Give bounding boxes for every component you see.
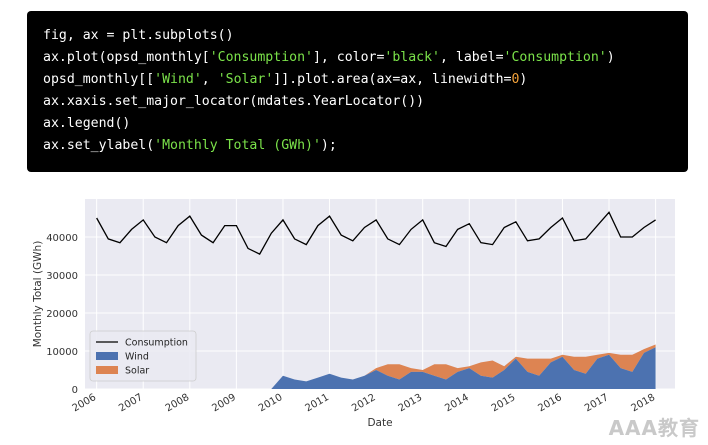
- code-token: ): [606, 50, 615, 65]
- code-token: ): [519, 72, 528, 87]
- legend-key-solar: [96, 366, 118, 374]
- solar-area: [271, 344, 656, 389]
- legend-label: Consumption: [125, 338, 188, 349]
- code-token: ax.xaxis.set_major_locator(mdates.YearLo…: [43, 94, 425, 109]
- code-token: ax.plot(opsd_monthly[: [43, 50, 210, 65]
- legend-label: Solar: [125, 366, 149, 377]
- code-line: ax.xaxis.set_major_locator(mdates.YearLo…: [43, 94, 424, 109]
- consumption-line: [96, 211, 656, 255]
- code-token: 'Solar': [217, 72, 274, 87]
- x-tick-label: 2012: [350, 392, 378, 414]
- wind-area: [271, 347, 656, 389]
- code-token: opsd_monthly[[: [43, 72, 155, 87]
- y-tick-label: 40000: [46, 233, 78, 244]
- legend-label: Wind: [125, 352, 149, 363]
- x-axis-label: Date: [367, 417, 392, 429]
- code-token: 'Wind': [154, 72, 202, 87]
- x-tick-label: 2014: [443, 392, 471, 414]
- code-token: fig, ax = plt.subplots(): [43, 28, 234, 43]
- x-tick-label: 2009: [210, 392, 238, 414]
- code-token: 'Consumption': [209, 50, 313, 65]
- y-tick-label: 20000: [46, 309, 78, 320]
- code-token: ], color=: [312, 50, 385, 65]
- code-line: ax.set_ylabel('Monthly Total (GWh)');: [43, 138, 337, 153]
- code-token: ax.set_ylabel(: [43, 138, 155, 153]
- x-tick-label: 2010: [257, 392, 285, 414]
- x-tick-label: 2017: [583, 392, 611, 414]
- code-token: 'Monthly Total (GWh)': [154, 138, 321, 153]
- x-tick-label: 2011: [303, 392, 331, 414]
- code-token: 'Consumption': [503, 50, 607, 65]
- code-line: ax.legend(): [43, 116, 130, 131]
- y-axis-label: Monthly Total (GWh): [32, 241, 44, 348]
- code-token: ax.legend(): [43, 116, 131, 131]
- code-line: ax.plot(opsd_monthly['Consumption'], col…: [43, 50, 615, 65]
- y-tick-label: 30000: [46, 271, 78, 282]
- legend-key-wind: [96, 352, 118, 360]
- y-tick-label: 0: [72, 385, 78, 396]
- code-token: 0: [511, 72, 520, 87]
- code-panel: fig, ax = plt.subplots() ax.plot(opsd_mo…: [27, 11, 688, 172]
- y-tick-label: 10000: [46, 347, 78, 358]
- code-token: ]].plot.area(ax=ax, linewidth=: [273, 72, 512, 87]
- code-token: ,: [201, 72, 218, 87]
- x-tick-label: 2008: [164, 392, 192, 414]
- code-line: fig, ax = plt.subplots(): [43, 28, 234, 43]
- x-tick-label: 2018: [630, 392, 658, 414]
- x-tick-label: 2013: [397, 392, 425, 414]
- watermark: AAA教育: [608, 416, 700, 440]
- code-line: opsd_monthly[['Wind', 'Solar']].plot.are…: [43, 72, 527, 87]
- code-block: fig, ax = plt.subplots() ax.plot(opsd_mo…: [43, 25, 615, 157]
- x-tick-label: 2007: [117, 392, 145, 414]
- code-token: );: [320, 138, 337, 153]
- code-token: , label=: [440, 50, 504, 65]
- x-tick-label: 2015: [490, 392, 518, 414]
- code-token: 'black': [384, 50, 440, 65]
- x-tick-label: 2016: [536, 392, 564, 414]
